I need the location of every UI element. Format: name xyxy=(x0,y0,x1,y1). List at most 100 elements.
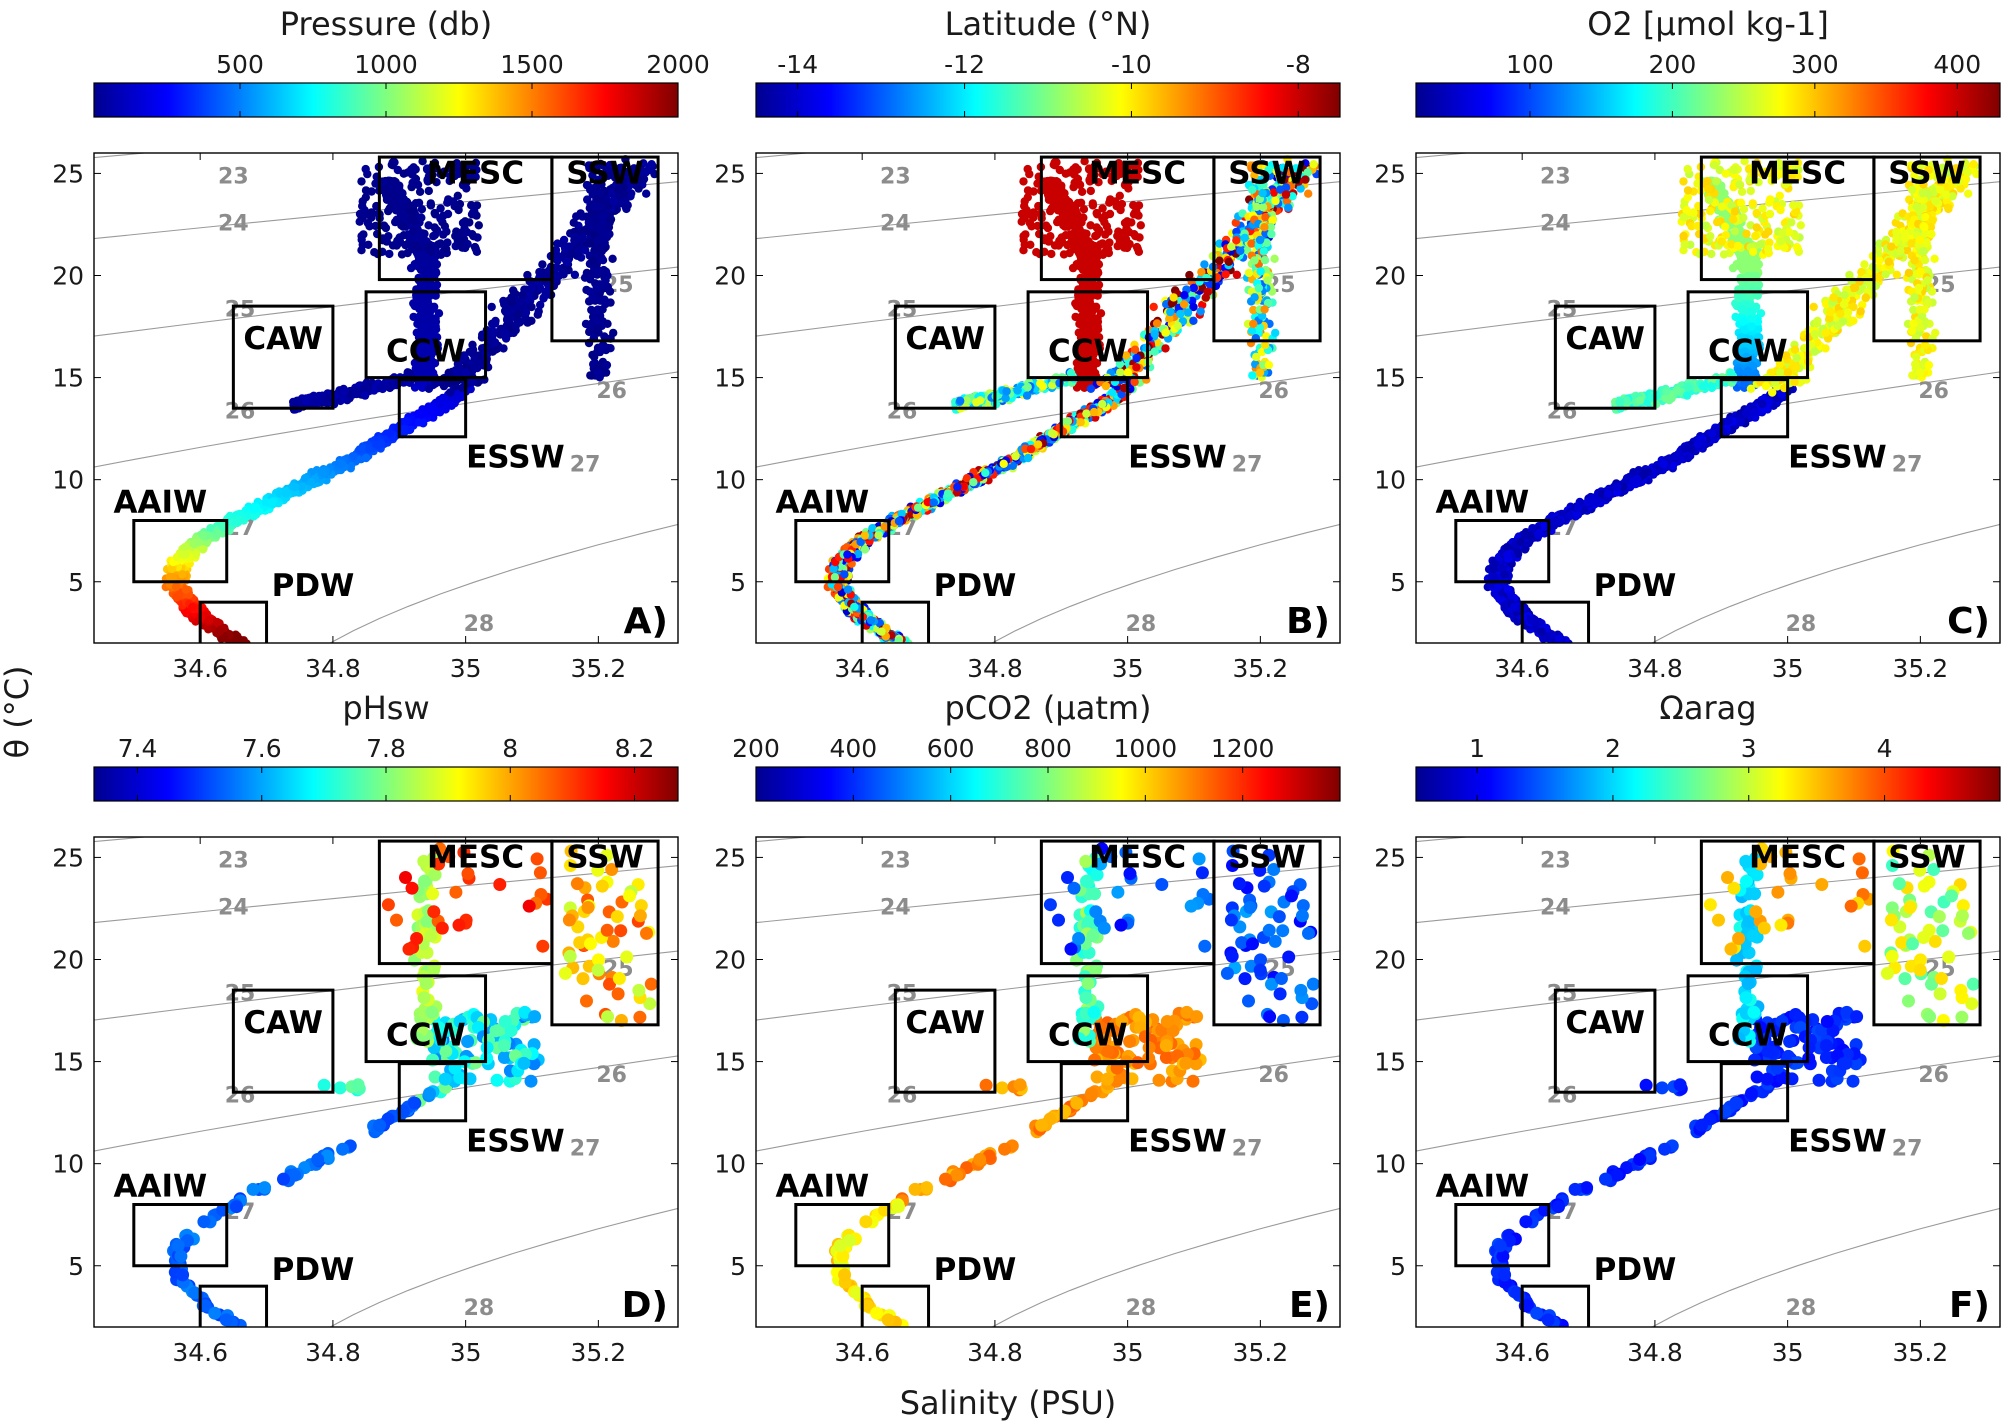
data-point xyxy=(417,205,427,214)
data-point xyxy=(607,188,616,197)
data-point xyxy=(191,549,201,559)
data-point xyxy=(391,217,400,227)
data-point xyxy=(553,256,562,265)
data-point xyxy=(181,585,191,594)
data-point xyxy=(488,347,497,356)
data-point xyxy=(426,247,436,256)
data-point xyxy=(586,371,595,380)
data-point xyxy=(412,293,421,302)
data-point xyxy=(424,186,433,196)
data-point xyxy=(232,517,242,526)
data-point xyxy=(1080,379,1089,388)
data-point xyxy=(587,161,596,170)
data-point xyxy=(408,227,418,236)
data-point xyxy=(543,280,552,289)
data-point xyxy=(1084,335,1093,344)
isopycnal-label: 27 xyxy=(1232,453,1263,478)
isopycnal-28 xyxy=(329,523,678,643)
water-mass-label-mesc: MESC xyxy=(427,156,524,192)
data-point xyxy=(454,236,464,246)
data-point xyxy=(503,314,512,323)
data-point xyxy=(959,482,968,491)
data-point xyxy=(981,468,990,478)
colorbar xyxy=(755,82,1341,118)
water-mass-label-pdw: PDW xyxy=(272,568,355,604)
data-point xyxy=(413,180,422,189)
water-mass-label-ssw: SSW xyxy=(566,156,643,192)
data-point xyxy=(436,204,445,213)
data-point xyxy=(358,444,368,453)
data-point xyxy=(1115,191,1124,200)
data-point xyxy=(578,233,587,243)
data-point xyxy=(521,308,531,317)
data-point xyxy=(461,368,471,377)
data-point xyxy=(602,360,612,370)
data-point xyxy=(860,545,870,554)
data-point xyxy=(833,582,843,592)
data-point xyxy=(1087,307,1097,317)
data-point xyxy=(880,522,889,531)
data-point xyxy=(1047,429,1057,438)
colorbar-tick-label: -10 xyxy=(1111,50,1152,79)
isopycnal-label: 23 xyxy=(880,165,911,190)
data-point xyxy=(442,227,451,236)
data-point xyxy=(361,453,371,463)
data-point xyxy=(1105,238,1114,247)
data-point xyxy=(418,157,427,166)
data-point xyxy=(1020,444,1030,453)
data-point xyxy=(465,172,474,181)
data-point xyxy=(527,316,536,325)
isopycnal-27 xyxy=(756,371,1340,468)
data-point xyxy=(360,391,370,400)
data-point xyxy=(468,377,477,387)
data-point xyxy=(351,386,360,395)
data-point xyxy=(585,326,595,335)
data-point xyxy=(1082,409,1091,418)
data-point xyxy=(382,184,391,194)
data-point xyxy=(504,307,513,317)
data-point xyxy=(361,186,371,195)
data-point xyxy=(894,637,903,643)
data-point xyxy=(598,256,608,265)
data-point xyxy=(406,215,416,224)
data-point xyxy=(586,185,595,194)
y-tick-label: 25 xyxy=(52,159,84,188)
data-point xyxy=(488,329,497,339)
data-point xyxy=(428,162,437,171)
data-point xyxy=(1047,249,1056,259)
data-point xyxy=(371,221,380,231)
data-point xyxy=(1011,452,1020,461)
data-point xyxy=(594,267,603,276)
data-point xyxy=(1094,260,1104,269)
data-point xyxy=(459,351,469,360)
data-point xyxy=(432,333,442,342)
data-point xyxy=(463,161,472,170)
isopycnal-label: 26 xyxy=(225,399,256,424)
data-point xyxy=(574,246,583,255)
data-point xyxy=(877,627,886,636)
data-point xyxy=(470,353,479,363)
data-point xyxy=(408,207,418,216)
data-point xyxy=(1076,333,1086,342)
data-point xyxy=(570,270,580,279)
data-point xyxy=(418,325,428,334)
data-point xyxy=(198,545,208,554)
data-point xyxy=(434,240,443,249)
data-point xyxy=(453,359,463,369)
x-tick-label: 35.2 xyxy=(571,654,627,683)
x-tick-label: 35 xyxy=(450,654,482,683)
y-tick-label: 20 xyxy=(52,262,84,291)
scatter-points xyxy=(823,155,1321,643)
water-mass-label-aaiw: AAIW xyxy=(114,484,208,520)
data-point xyxy=(866,616,876,625)
data-point xyxy=(397,250,407,259)
data-point xyxy=(534,307,543,316)
data-point xyxy=(425,322,434,331)
data-point xyxy=(436,399,445,409)
water-mass-box-essw xyxy=(397,378,468,439)
data-point xyxy=(953,482,962,492)
data-point xyxy=(385,249,394,259)
data-point xyxy=(1023,453,1033,463)
data-point xyxy=(406,263,416,273)
data-point xyxy=(856,537,865,546)
